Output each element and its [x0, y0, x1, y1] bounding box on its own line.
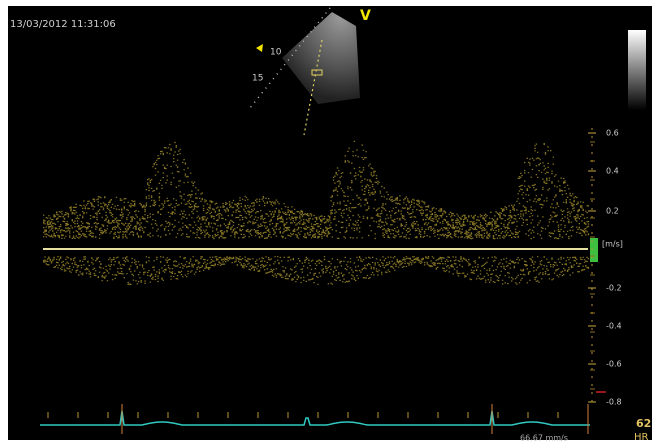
depth-label: 10	[270, 48, 282, 58]
depth-label: 15	[252, 74, 263, 84]
scale-label: 0.4	[606, 167, 619, 176]
timestamp: 13/03/2012 11:31:06	[10, 19, 116, 30]
scale-label: -0.2	[606, 284, 622, 293]
scale-label: -0.4	[606, 322, 622, 331]
doppler-display: 13/03/2012 11:31:06 V 10 15 [m/s] 0.6 0.4…	[0, 0, 660, 446]
baseline-marker	[590, 238, 598, 262]
grayscale-bar	[628, 30, 646, 110]
scale-label: -0.6	[606, 360, 622, 369]
heart-rate-label: HR	[634, 432, 649, 443]
scale-unit: [m/s]	[602, 240, 623, 249]
sweep-speed: 66.67 mm/s	[520, 434, 568, 443]
scale-label: -0.8	[606, 398, 622, 407]
heart-rate: 62	[636, 417, 651, 430]
scale-label: 0.6	[606, 129, 619, 138]
scale-label: 0.2	[606, 207, 619, 216]
ultrasound-screen: 13/03/2012 11:31:06 V 10 15 [m/s] 0.6 0.4…	[0, 0, 660, 446]
probe-marker: V	[360, 8, 371, 24]
